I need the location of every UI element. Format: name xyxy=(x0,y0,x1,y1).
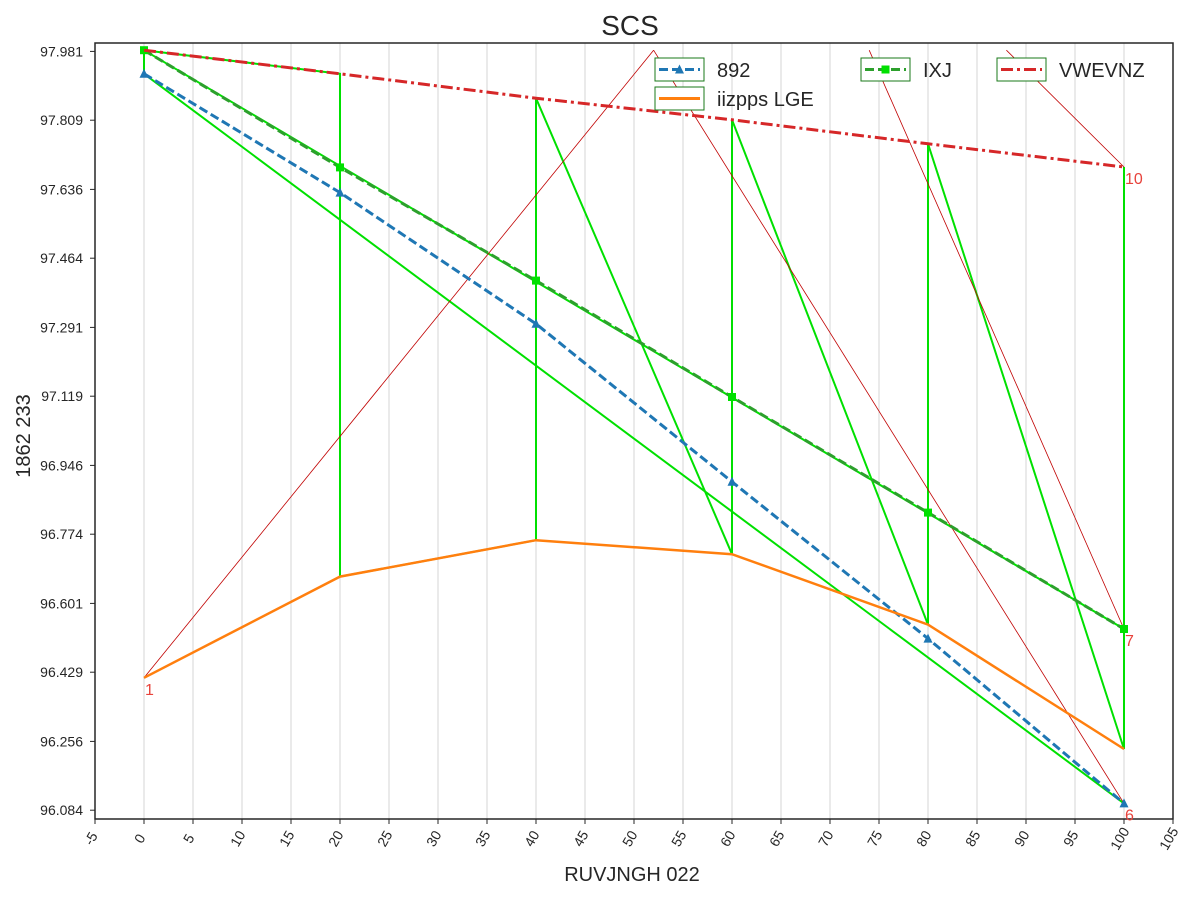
x-tick-label: 55 xyxy=(668,828,690,850)
x-axis: -5 0 5 10 15 20 25 30 35 40 45 50 55 60 65 70 75 80 85 90 95… xyxy=(81,819,1182,853)
y-tick-label: 96.601 xyxy=(40,595,83,611)
gridlines xyxy=(143,43,1125,819)
series-line xyxy=(143,48,1125,169)
legend-item: 892 xyxy=(654,57,750,82)
y-tick-label: 97.291 xyxy=(40,319,83,335)
y-tick-label: 97.981 xyxy=(40,43,83,59)
red-annotation-line xyxy=(653,49,1125,804)
x-tick-label: 45 xyxy=(570,828,592,850)
legend-marker xyxy=(881,65,890,74)
green-overlay-line xyxy=(143,72,1125,805)
y-tick-label: 96.084 xyxy=(40,802,83,818)
x-tick-label: -5 xyxy=(81,829,101,848)
legend-marker xyxy=(675,64,684,74)
y-tick-label: 97.636 xyxy=(40,181,83,197)
x-tick-label: 20 xyxy=(325,828,347,850)
red-annotation-line xyxy=(143,49,654,679)
x-tick-label: 100 xyxy=(1107,824,1133,852)
x-tick-label: 80 xyxy=(913,828,935,850)
legend-item: iizpps LGE xyxy=(654,86,814,111)
x-tick-label: 25 xyxy=(374,828,396,850)
data-point xyxy=(139,68,149,78)
series-line xyxy=(143,48,1125,631)
x-tick-label: 105 xyxy=(1156,824,1182,852)
point-annotation: 1 xyxy=(145,682,154,699)
y-tick-label: 96.946 xyxy=(40,457,83,473)
x-tick-label: 90 xyxy=(1011,828,1033,850)
y-tick-label: 96.256 xyxy=(40,733,83,749)
legend-label: 892 xyxy=(717,60,750,82)
series-layer xyxy=(139,46,1129,808)
y-tick-label: 96.774 xyxy=(40,526,83,542)
x-tick-label: 15 xyxy=(276,828,298,850)
data-point xyxy=(336,163,344,172)
point-annotation: 10 xyxy=(1125,171,1143,188)
x-axis-label: RUVJNGH 022 xyxy=(564,864,700,886)
series-line xyxy=(143,538,1125,751)
y-tick-label: 97.119 xyxy=(41,388,83,404)
legend-item: VWEVNZ xyxy=(996,57,1145,82)
x-tick-label: 40 xyxy=(521,828,543,850)
data-point xyxy=(923,633,933,643)
data-point xyxy=(1119,798,1129,808)
x-tick-label: 50 xyxy=(619,828,641,850)
data-point xyxy=(924,508,932,517)
point-annotation: 6 xyxy=(1125,807,1134,824)
data-point xyxy=(335,187,345,197)
x-tick-label: 75 xyxy=(864,828,886,850)
data-point xyxy=(727,476,737,486)
legend-label: IXJ xyxy=(923,60,952,82)
point-annotation: 7 xyxy=(1125,633,1134,650)
y-axis: 96.084 96.256 96.429 96.601 96.774 96.946 97.1… xyxy=(40,43,95,818)
x-tick-label: 65 xyxy=(766,828,788,850)
legend-label: iizpps LGE xyxy=(717,89,814,111)
legend-label: VWEVNZ xyxy=(1059,60,1145,82)
x-tick-label: 95 xyxy=(1060,828,1082,850)
legend-item: IXJ xyxy=(860,57,952,82)
y-axis-label: 1862 233 xyxy=(13,394,35,477)
data-point xyxy=(728,393,736,401)
data-point xyxy=(532,276,540,285)
y-tick-label: 97.464 xyxy=(40,250,83,266)
data-point xyxy=(1120,625,1128,633)
x-tick-label: 70 xyxy=(815,828,837,850)
y-tick-label: 97.809 xyxy=(40,112,83,128)
red-annotation-line xyxy=(868,50,1125,630)
x-tick-label: 60 xyxy=(717,828,739,850)
chart-title: SCS xyxy=(601,10,659,41)
x-tick-label: 30 xyxy=(423,828,445,850)
x-tick-label: 10 xyxy=(227,828,249,850)
data-point xyxy=(531,318,541,328)
series-2 xyxy=(143,48,1125,169)
series-0 xyxy=(139,68,1129,808)
y-tick-label: 96.429 xyxy=(40,664,83,680)
legend: 892 IXJ VWEVNZ iizpps LGE xyxy=(654,57,1145,111)
series-line xyxy=(143,72,1125,805)
x-tick-label: 85 xyxy=(962,828,984,850)
x-tick-label: 35 xyxy=(472,828,494,850)
point-annotations: 1 10 7 6 xyxy=(145,171,1143,824)
x-tick-label: 5 xyxy=(180,831,198,846)
x-tick-label: 0 xyxy=(131,831,149,846)
series-3 xyxy=(143,538,1125,751)
legend-swatch-box xyxy=(996,57,1047,82)
